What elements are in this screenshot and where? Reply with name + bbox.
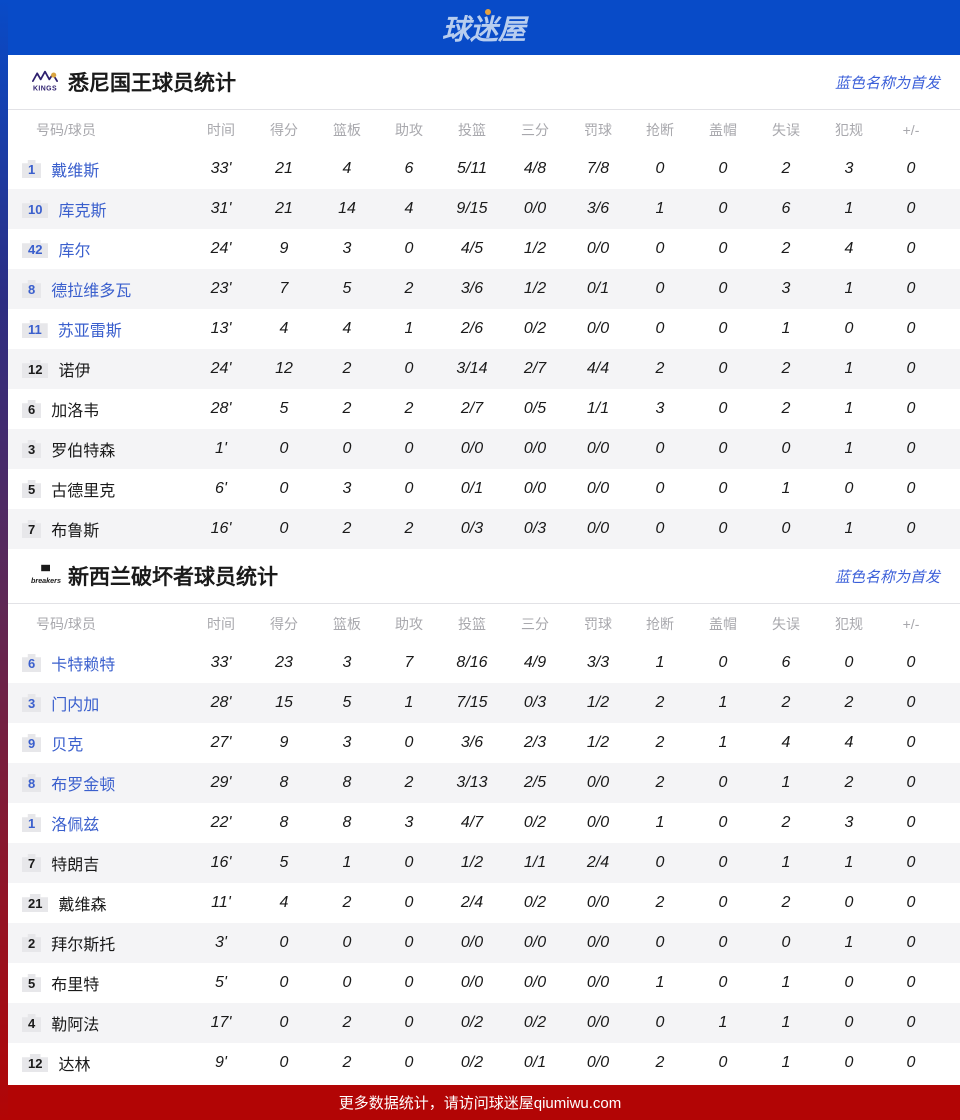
svg-text:KINGS: KINGS	[33, 86, 57, 93]
svg-text:breakers: breakers	[31, 576, 61, 585]
